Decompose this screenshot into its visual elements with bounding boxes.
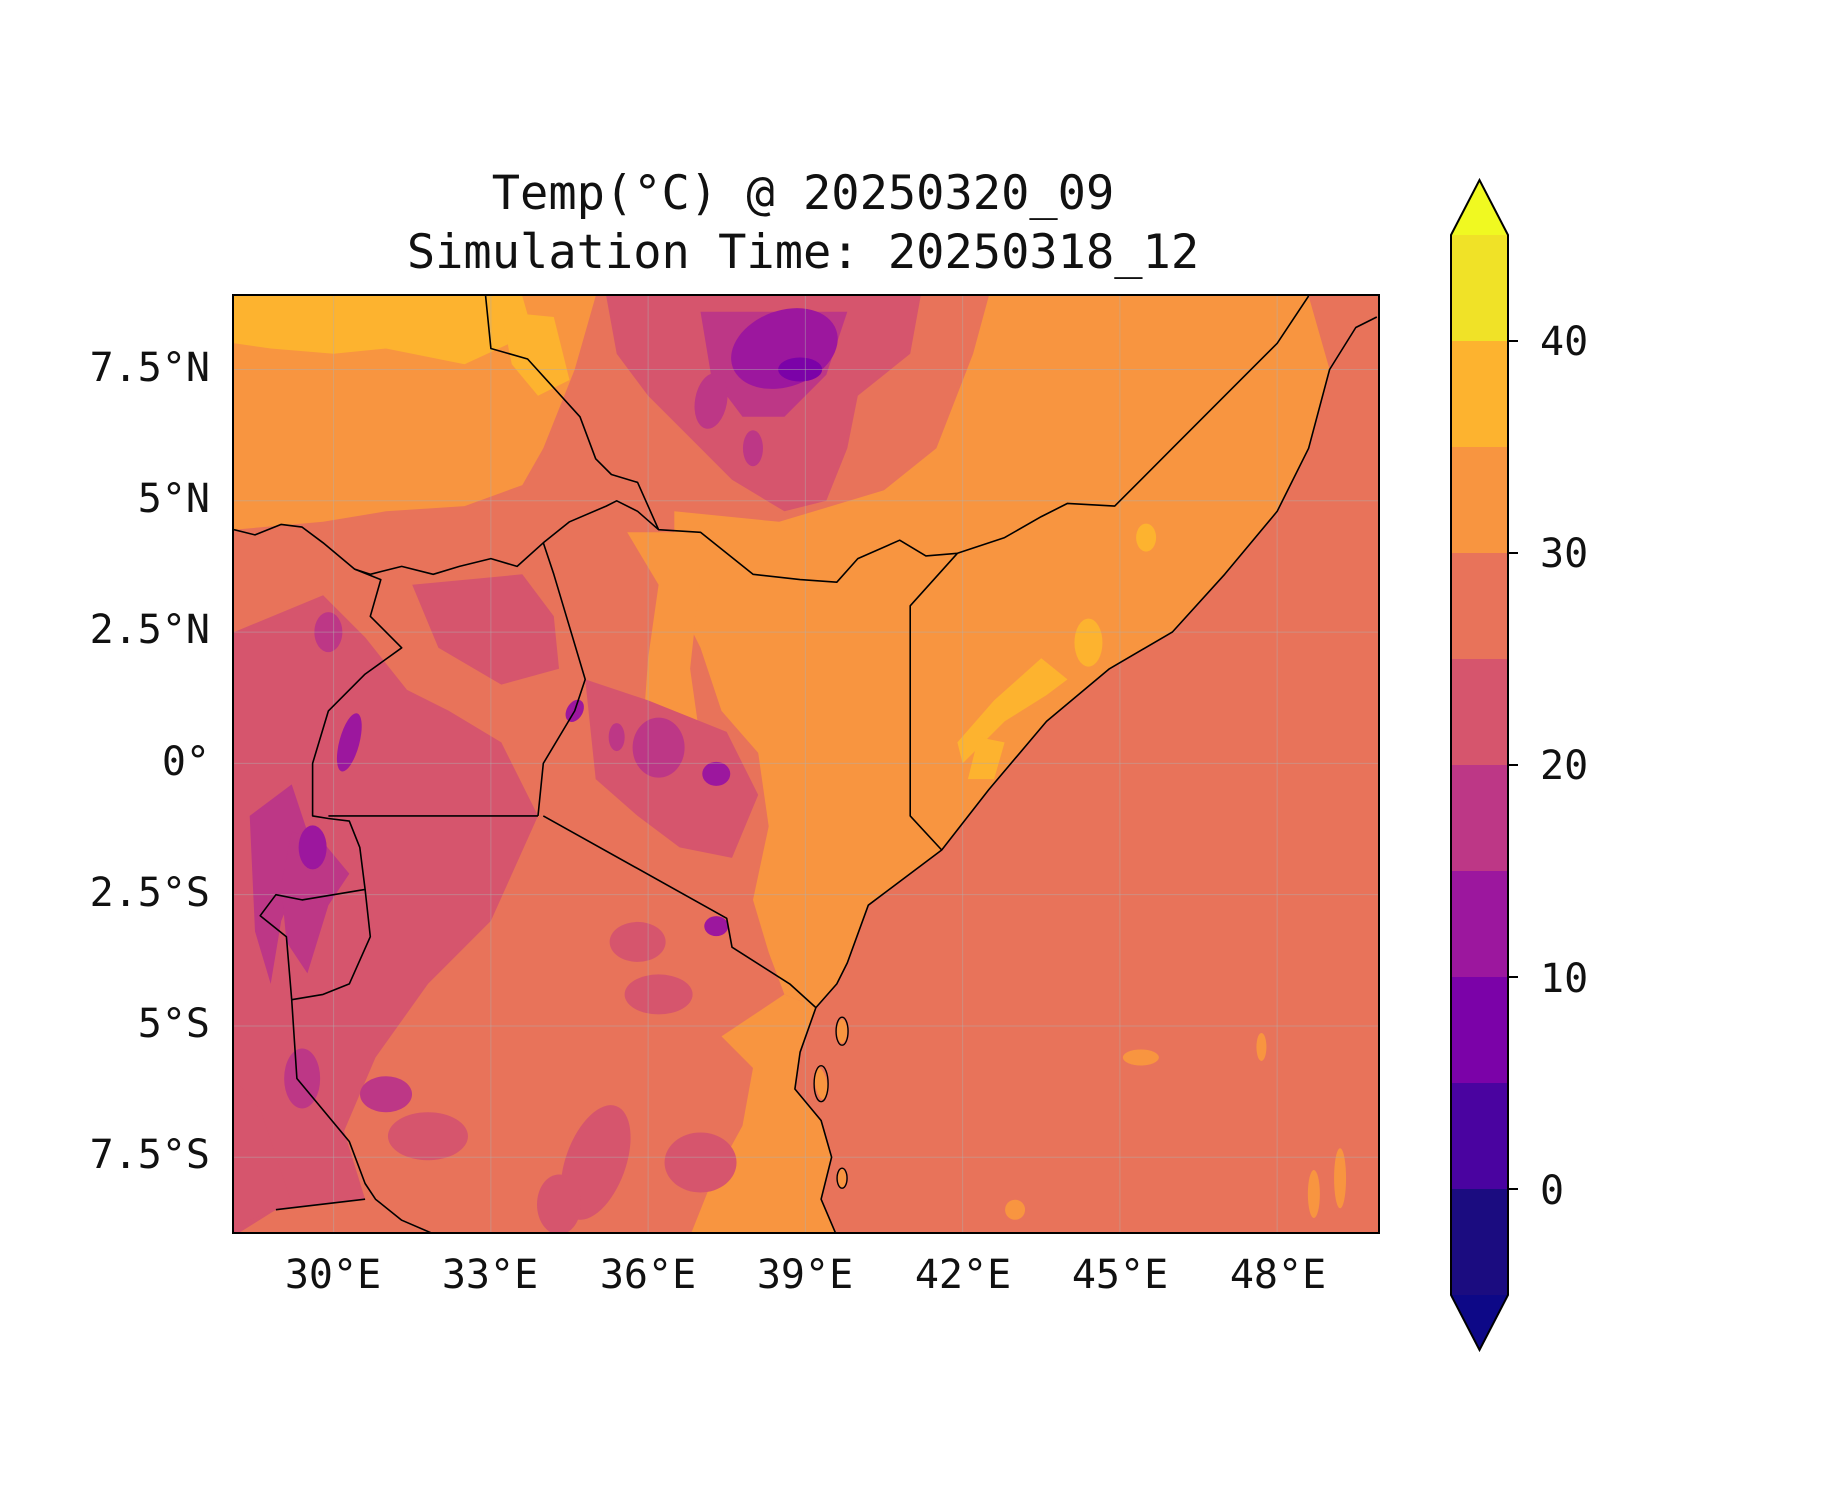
colorbar-extend-max bbox=[1451, 180, 1508, 235]
colorbar-segment bbox=[1451, 341, 1508, 447]
temperature-region bbox=[234, 296, 596, 530]
temperature-cell bbox=[1122, 1049, 1159, 1066]
temperature-region bbox=[234, 1078, 292, 1226]
temperature-cell bbox=[1307, 1169, 1320, 1218]
temperature-cell bbox=[664, 1132, 737, 1193]
temperature-cell bbox=[608, 723, 625, 752]
boundary-line bbox=[542, 815, 817, 1009]
temperature-cell bbox=[1256, 1032, 1267, 1061]
temperature-cell bbox=[694, 373, 728, 429]
boundary-line bbox=[815, 316, 1378, 1009]
temperature-cell bbox=[1074, 618, 1103, 667]
temperature-cell bbox=[1334, 1148, 1347, 1209]
temperature-cell bbox=[742, 430, 763, 467]
chart-title-line-2: Simulation Time: 20250318_12 bbox=[406, 225, 1200, 280]
colorbar-segment bbox=[1451, 977, 1508, 1083]
colorbar-segment bbox=[1451, 1189, 1508, 1295]
temperature-cell bbox=[360, 1076, 413, 1113]
temperature-cell bbox=[632, 717, 685, 778]
temperature-cell bbox=[814, 1067, 828, 1100]
temperature-cell bbox=[298, 825, 327, 870]
boundary-line bbox=[909, 552, 958, 851]
colorbar-tick-label: 30 bbox=[1540, 531, 1589, 577]
temperature-cell bbox=[284, 1048, 321, 1109]
temperature-cell bbox=[314, 612, 343, 653]
colorbar-segment bbox=[1451, 1083, 1508, 1189]
lat-tick-label: 0° bbox=[161, 739, 210, 785]
lon-tick-label: 30°E bbox=[284, 1252, 382, 1298]
temperature-cell bbox=[537, 1174, 581, 1232]
boundary-line bbox=[537, 542, 586, 816]
colorbar-segment bbox=[1451, 553, 1508, 659]
temperature-cell bbox=[778, 357, 823, 382]
island-outline bbox=[836, 1167, 848, 1189]
temperature-region bbox=[967, 737, 1005, 780]
lat-tick-label: 7.5°N bbox=[89, 345, 210, 391]
colorbar-outline bbox=[1450, 177, 1509, 1353]
lat-tick-label: 7.5°S bbox=[89, 1132, 210, 1178]
temperature-cell bbox=[704, 916, 729, 937]
temperature-cell bbox=[1005, 1199, 1026, 1220]
lon-tick-label: 33°E bbox=[441, 1252, 539, 1298]
boundary-line bbox=[290, 999, 432, 1232]
colorbar-segment bbox=[1451, 871, 1508, 977]
chart-title-line-1: Temp(°C) @ 20250320_09 bbox=[491, 166, 1115, 221]
lon-tick-label: 39°E bbox=[756, 1252, 854, 1298]
boundary-line bbox=[794, 1007, 836, 1232]
colorbar-segment bbox=[1451, 447, 1508, 553]
temperature-cell bbox=[1136, 523, 1157, 552]
temperature-cell bbox=[837, 1019, 848, 1044]
temperature-cell bbox=[336, 713, 362, 772]
boundary-line bbox=[275, 1198, 366, 1211]
colorbar-tick-label: 10 bbox=[1540, 956, 1589, 1002]
temperature-region bbox=[412, 574, 559, 685]
lat-tick-label: 2.5°S bbox=[89, 870, 210, 916]
colorbar-segment bbox=[1451, 765, 1508, 871]
boundary-line bbox=[259, 568, 403, 1000]
temperature-cell bbox=[609, 921, 666, 962]
island-outline bbox=[835, 1016, 849, 1046]
temperature-region bbox=[957, 658, 1068, 764]
temperature-region bbox=[281, 831, 350, 974]
map-panel bbox=[232, 294, 1380, 1234]
boundary-line bbox=[291, 889, 372, 1001]
lon-tick-label: 48°E bbox=[1229, 1252, 1327, 1298]
lat-tick-label: 5°N bbox=[137, 476, 210, 522]
colorbar-segment bbox=[1451, 235, 1508, 341]
temperature-cell bbox=[624, 974, 693, 1015]
colorbar-extend-min bbox=[1451, 1295, 1508, 1350]
temperature-region bbox=[234, 296, 533, 365]
lon-tick-label: 36°E bbox=[599, 1252, 697, 1298]
colorbar-tick-label: 40 bbox=[1540, 319, 1589, 365]
temperature-cell bbox=[387, 1112, 468, 1161]
temperature-region bbox=[674, 296, 1330, 1008]
temperature-cell bbox=[702, 761, 731, 786]
lat-tick-label: 2.5°N bbox=[89, 607, 210, 653]
lon-tick-label: 42°E bbox=[914, 1252, 1012, 1298]
boundary-line bbox=[484, 296, 660, 531]
colorbar-tick-label: 20 bbox=[1540, 743, 1589, 789]
island-outline bbox=[813, 1065, 829, 1103]
lon-tick-label: 45°E bbox=[1071, 1252, 1169, 1298]
colorbar-tick-label: 0 bbox=[1540, 1168, 1565, 1214]
colorbar bbox=[1450, 177, 1518, 1353]
lat-tick-label: 5°S bbox=[137, 1001, 210, 1047]
temperature-cell bbox=[838, 1169, 847, 1188]
temperature-region bbox=[501, 311, 570, 396]
temperature-map bbox=[234, 296, 1378, 1232]
colorbar-segment bbox=[1451, 659, 1508, 765]
